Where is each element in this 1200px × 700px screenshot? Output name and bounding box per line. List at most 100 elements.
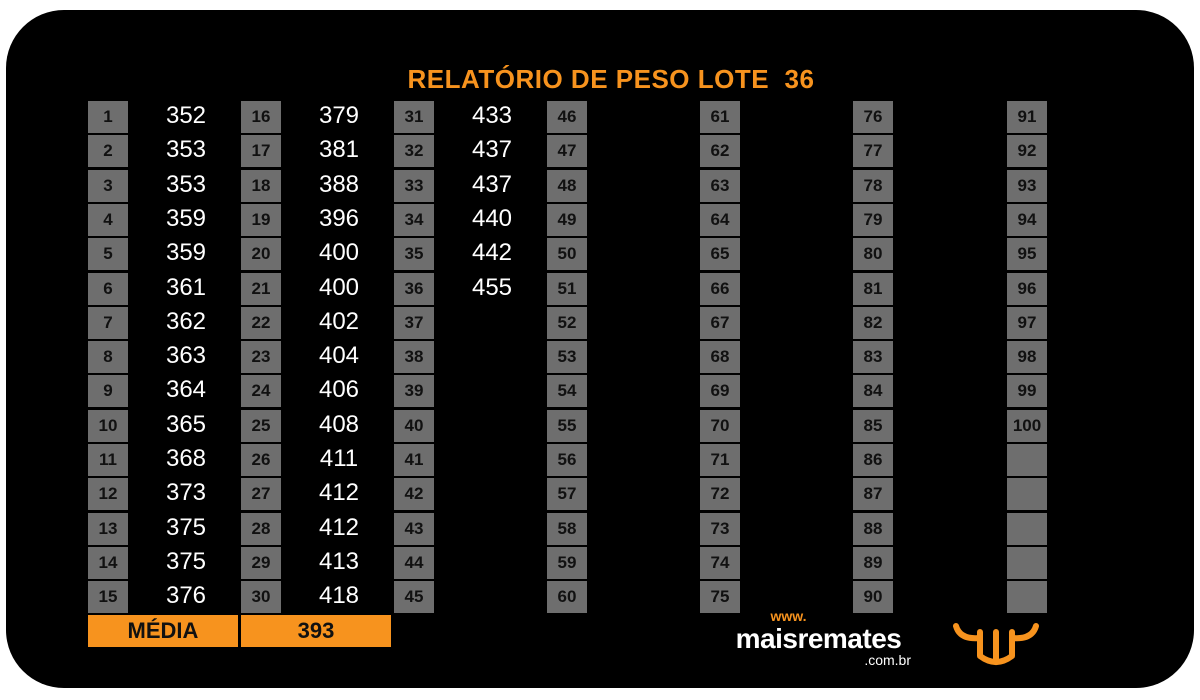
- animal-number-cell: 11: [88, 444, 128, 476]
- weight-value: [911, 547, 991, 579]
- weight-value: [1065, 273, 1145, 305]
- animal-number-cell: 55: [547, 409, 587, 442]
- animal-number-cell: 15: [88, 581, 128, 614]
- weight-value: [911, 513, 991, 545]
- weight-value: [911, 341, 991, 373]
- weight-value: [758, 478, 838, 510]
- weight-value: [758, 444, 838, 476]
- weight-value: [452, 307, 532, 339]
- animal-number-cell: 54: [547, 375, 587, 408]
- weight-value: [758, 238, 838, 270]
- weight-value: [452, 547, 532, 579]
- animal-number-cell: 31: [394, 101, 434, 133]
- weight-value: [1065, 513, 1145, 545]
- animal-number-cell: 75: [700, 581, 740, 614]
- animal-number-cell: 5: [88, 238, 128, 271]
- animal-number-cell: [1007, 444, 1047, 476]
- weight-value: 375: [165, 513, 207, 541]
- weight-value: 400: [318, 273, 360, 301]
- weight-value: [911, 478, 991, 510]
- weight-value: [911, 170, 991, 202]
- weight-value: [605, 273, 685, 305]
- animal-number-cell: 43: [394, 512, 434, 545]
- animal-number-cell: 28: [241, 512, 281, 545]
- animal-number-cell: 52: [547, 306, 587, 339]
- weight-value: [1065, 375, 1145, 407]
- animal-number-cell: 79: [853, 203, 893, 236]
- animal-number-cell: [1007, 512, 1047, 545]
- animal-number-cell: 56: [547, 444, 587, 476]
- weight-value: [605, 478, 685, 510]
- animal-number-cell: 35: [394, 238, 434, 271]
- animal-number-cell: 21: [241, 272, 281, 305]
- weight-value: [1065, 204, 1145, 236]
- weight-value: 375: [165, 547, 207, 575]
- animal-number-cell: 58: [547, 512, 587, 545]
- report-panel: [6, 10, 1194, 688]
- animal-number-cell: 45: [394, 581, 434, 614]
- animal-number-cell: 36: [394, 272, 434, 305]
- animal-number-cell: 100: [1007, 409, 1047, 442]
- weight-value: [452, 410, 532, 442]
- animal-number-cell: 19: [241, 203, 281, 236]
- weight-value: [605, 341, 685, 373]
- animal-number-cell: 61: [700, 101, 740, 133]
- weight-value: 396: [318, 204, 360, 232]
- weight-value: 353: [165, 170, 207, 198]
- animal-number-cell: 23: [241, 341, 281, 374]
- animal-number-cell: 66: [700, 272, 740, 305]
- weight-value: [605, 238, 685, 270]
- weight-value: 408: [318, 410, 360, 438]
- average-label: MÉDIA: [88, 615, 238, 647]
- weight-value: [452, 478, 532, 510]
- weight-value: [605, 581, 685, 613]
- animal-number-cell: 3: [88, 169, 128, 202]
- weight-value: [605, 547, 685, 579]
- animal-number-cell: 68: [700, 341, 740, 374]
- weight-value: [605, 513, 685, 545]
- animal-number-cell: 17: [241, 135, 281, 168]
- animal-number-cell: 33: [394, 169, 434, 202]
- weight-value: 352: [165, 102, 207, 129]
- brand-logo: www. maisremates .com.br: [726, 608, 911, 670]
- animal-number-cell: 76: [853, 101, 893, 133]
- weight-value: [911, 204, 991, 236]
- animal-number-cell: [1007, 581, 1047, 614]
- weight-value: [1065, 478, 1145, 510]
- weight-value: 373: [165, 479, 207, 507]
- animal-number-cell: 62: [700, 135, 740, 168]
- brand-name: maisremates: [735, 623, 902, 654]
- brand-domain: .com.br: [864, 652, 911, 668]
- weight-value: 406: [318, 376, 360, 404]
- weight-value: [911, 444, 991, 476]
- animal-number-cell: 83: [853, 341, 893, 374]
- weight-value: [758, 410, 838, 442]
- animal-number-cell: 22: [241, 306, 281, 339]
- bull-head-icon: [953, 623, 1039, 665]
- animal-number-cell: 12: [88, 478, 128, 511]
- weight-value: [452, 375, 532, 407]
- animal-number-cell: 85: [853, 409, 893, 442]
- animal-number-cell: 42: [394, 478, 434, 511]
- animal-number-cell: 96: [1007, 272, 1047, 305]
- weight-value: 442: [471, 239, 513, 267]
- average-value: 393: [241, 615, 391, 647]
- weight-value: 437: [471, 170, 513, 198]
- animal-number-cell: 48: [547, 169, 587, 202]
- weight-value: [758, 375, 838, 407]
- weight-value: 364: [165, 376, 207, 404]
- weight-value: [1065, 410, 1145, 442]
- animal-number-cell: 30: [241, 581, 281, 614]
- weight-value: [605, 170, 685, 202]
- weight-value: [605, 101, 685, 133]
- weight-value: [758, 101, 838, 133]
- animal-number-cell: 34: [394, 203, 434, 236]
- animal-number-cell: 80: [853, 238, 893, 271]
- weight-value: 413: [318, 547, 360, 575]
- weight-value: [1065, 444, 1145, 476]
- animal-number-cell: 2: [88, 135, 128, 168]
- weight-value: 359: [165, 204, 207, 232]
- weight-value: [452, 341, 532, 373]
- weight-value: 388: [318, 170, 360, 198]
- animal-number-cell: 57: [547, 478, 587, 511]
